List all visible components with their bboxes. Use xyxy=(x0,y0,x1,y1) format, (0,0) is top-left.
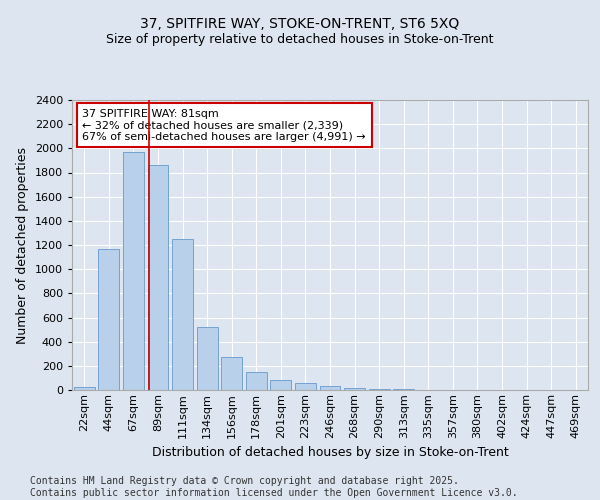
Y-axis label: Number of detached properties: Number of detached properties xyxy=(16,146,29,344)
Bar xyxy=(172,239,193,390)
Bar xyxy=(197,327,218,390)
Bar xyxy=(123,152,144,390)
X-axis label: Distribution of detached houses by size in Stoke-on-Trent: Distribution of detached houses by size … xyxy=(152,446,508,459)
Bar xyxy=(271,380,292,390)
Bar xyxy=(98,248,119,390)
Bar xyxy=(368,389,389,390)
Text: 37 SPITFIRE WAY: 81sqm
← 32% of detached houses are smaller (2,339)
67% of semi-: 37 SPITFIRE WAY: 81sqm ← 32% of detached… xyxy=(82,108,366,142)
Bar xyxy=(320,386,340,390)
Text: Contains HM Land Registry data © Crown copyright and database right 2025.
Contai: Contains HM Land Registry data © Crown c… xyxy=(30,476,518,498)
Bar xyxy=(221,357,242,390)
Text: 37, SPITFIRE WAY, STOKE-ON-TRENT, ST6 5XQ: 37, SPITFIRE WAY, STOKE-ON-TRENT, ST6 5X… xyxy=(140,18,460,32)
Bar xyxy=(246,372,267,390)
Bar xyxy=(74,387,95,390)
Bar xyxy=(344,388,365,390)
Text: Size of property relative to detached houses in Stoke-on-Trent: Size of property relative to detached ho… xyxy=(106,32,494,46)
Bar xyxy=(148,165,169,390)
Bar xyxy=(295,384,316,390)
